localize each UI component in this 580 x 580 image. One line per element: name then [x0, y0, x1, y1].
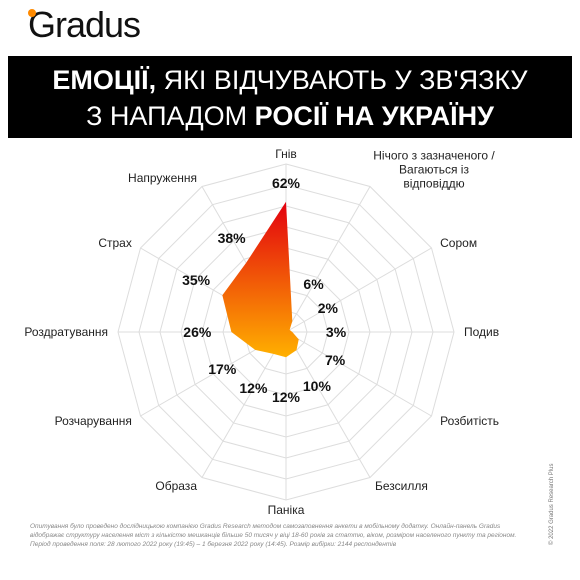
- value-label: 62%: [271, 174, 301, 191]
- title-part: ЕМОЦІЇ,: [52, 65, 157, 95]
- title-part: ЯКІ ВІДЧУВАЮТЬ У ЗВ'ЯЗКУ: [156, 65, 528, 95]
- spoke: [201, 331, 287, 478]
- chart-title: ЕМОЦІЇ, ЯКІ ВІДЧУВАЮТЬ У ЗВ'ЯЗКУ З НАПАДО…: [8, 56, 572, 138]
- footnote: Опитування було проведено дослідницькою …: [30, 523, 517, 548]
- axis-label: Образа: [155, 479, 197, 494]
- axis-label: Паніка: [267, 503, 305, 517]
- value-label: 38%: [217, 229, 246, 246]
- axis-label: Розчарування: [54, 414, 132, 428]
- value-label: 7%: [325, 352, 346, 369]
- radar-area: [222, 201, 299, 358]
- axis-label: Сором: [440, 236, 478, 250]
- spoke: [285, 331, 371, 478]
- value-label: 26%: [183, 324, 212, 340]
- axis-label: Напруження: [128, 170, 197, 185]
- spoke: [285, 247, 432, 333]
- title-part: РОСІЇ НА УКРАЇНУ: [254, 101, 494, 131]
- axis-label: Безсилля: [375, 479, 428, 494]
- value-label: 12%: [239, 380, 268, 397]
- axis-label: Страх: [98, 236, 132, 250]
- logo: Gradus: [28, 4, 141, 45]
- axis-label: Гнів: [275, 147, 297, 161]
- value-label: 2%: [317, 299, 338, 316]
- value-label: 35%: [182, 272, 211, 289]
- value-label: 10%: [302, 377, 331, 394]
- value-label: 12%: [271, 389, 301, 406]
- axis-label: Нічого з зазначеного / Вагаються із відп…: [373, 148, 495, 191]
- logo-dot: [28, 9, 36, 17]
- value-label: 6%: [303, 276, 324, 293]
- copyright: © 2022 Gradus Research Plus: [549, 463, 555, 545]
- spoke: [285, 331, 432, 417]
- spoke: [285, 186, 371, 333]
- axis-label: Розбитість: [440, 414, 500, 428]
- axis-label: Подив: [464, 325, 500, 339]
- value-label: 3%: [325, 324, 347, 340]
- value-label: 17%: [208, 360, 237, 377]
- axis-label: Роздратування: [24, 325, 108, 339]
- title-part: З НАПАДОМ: [86, 101, 255, 131]
